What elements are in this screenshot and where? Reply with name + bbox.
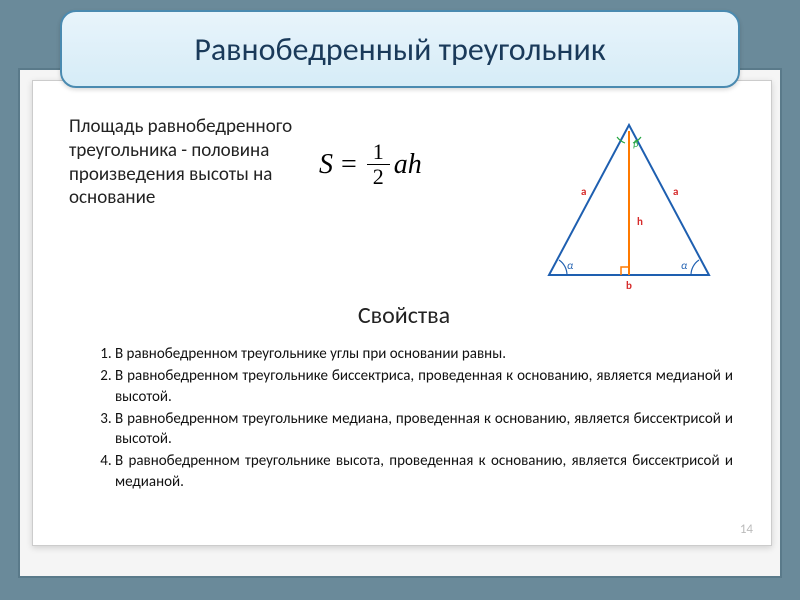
intro-row: Площадь равнобедренного треугольника - п… (69, 115, 739, 295)
property-item: В равнобедренном треугольнике высота, пр… (115, 451, 739, 492)
svg-text:a: a (581, 185, 586, 198)
title-box: Равнобедренный треугольник (60, 10, 740, 88)
intro-text: Площадь равнобедренного треугольника - п… (69, 115, 299, 210)
triangle-diagram: a a h b α α β (519, 115, 739, 295)
property-item: В равнобедренном треугольнике медиана, п… (115, 409, 739, 450)
svg-text:β: β (633, 137, 639, 150)
property-item: В равнобедренном треугольнике углы при о… (115, 344, 739, 364)
properties-heading: Свойства (69, 301, 739, 330)
formula-lhs: S (319, 149, 333, 181)
svg-text:a: a (673, 185, 678, 198)
properties-list: В равнобедренном треугольнике углы при о… (69, 344, 739, 492)
svg-text:b: b (626, 279, 632, 292)
svg-text:h: h (637, 215, 643, 228)
formula-den: 2 (373, 165, 384, 188)
formula-fraction: 1 2 (367, 141, 390, 188)
formula-rhs: ah (394, 149, 422, 181)
formula-num: 1 (367, 141, 390, 165)
area-formula: S = 1 2 ah (319, 115, 499, 188)
formula-eq: = (341, 149, 357, 181)
page-title: Равнобедренный треугольник (194, 30, 605, 69)
content-card: Площадь равнобедренного треугольника - п… (32, 80, 772, 546)
property-item: В равнобедренном треугольнике биссектрис… (115, 366, 739, 407)
page-number: 14 (740, 522, 753, 537)
svg-text:α: α (681, 259, 688, 272)
outer-frame: Площадь равнобедренного треугольника - п… (18, 68, 782, 578)
svg-text:α: α (567, 259, 574, 272)
